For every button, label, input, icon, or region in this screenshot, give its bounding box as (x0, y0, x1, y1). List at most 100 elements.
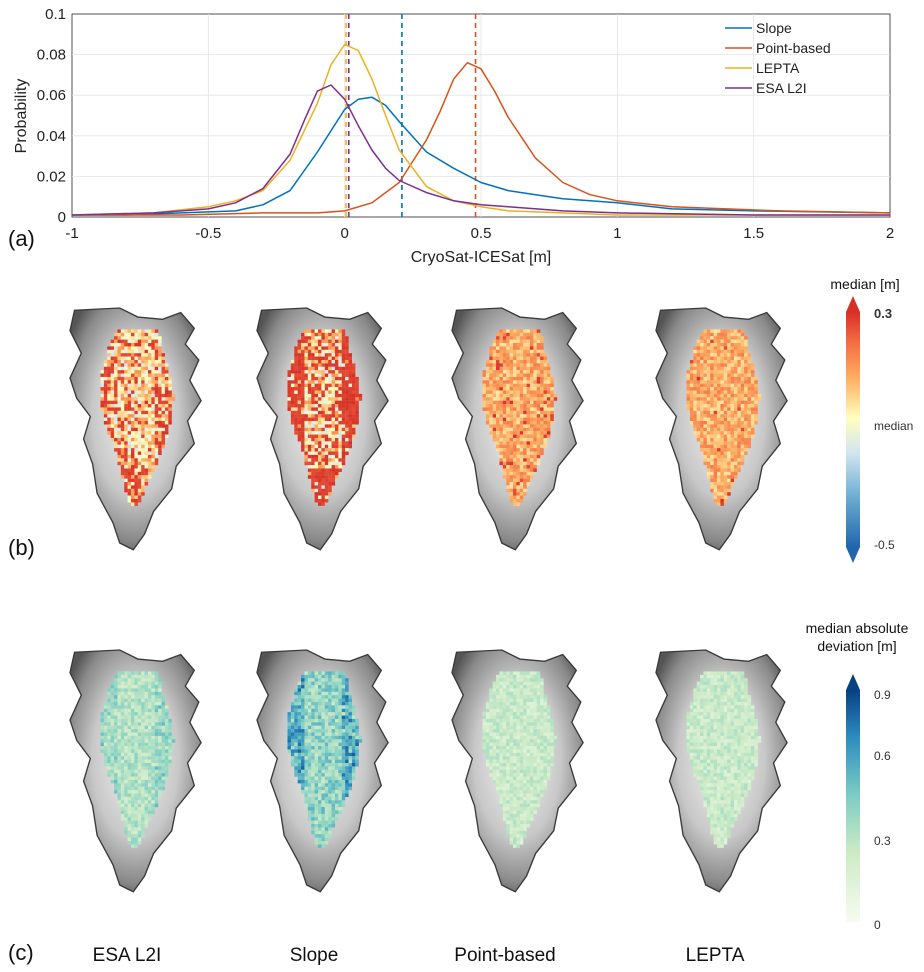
grid-cell (138, 797, 142, 801)
grid-cell (751, 411, 755, 415)
grid-cell (506, 418, 510, 422)
grid-cell (131, 404, 135, 408)
grid-cell (141, 465, 145, 469)
y-tick-label: 0.08 (37, 47, 66, 64)
grid-cell (506, 421, 510, 425)
grid-cell (342, 766, 346, 770)
grid-cell (503, 346, 507, 350)
grid-cell (304, 394, 308, 398)
grid-cell (321, 333, 325, 337)
grid-cell (693, 414, 697, 418)
grid-cell (114, 438, 118, 442)
grid-cell (338, 411, 342, 415)
grid-cell (155, 353, 159, 357)
grid-cell (520, 377, 524, 381)
grid-cell (104, 763, 108, 767)
grid-cell (301, 692, 305, 696)
grid-cell (308, 357, 312, 361)
grid-cell (342, 414, 346, 418)
grid-cell (117, 452, 121, 456)
grid-cell (318, 702, 322, 706)
grid-cell (328, 797, 332, 801)
grid-cell (544, 445, 548, 449)
grid-cell (134, 678, 138, 682)
grid-cell (138, 465, 142, 469)
grid-cell (131, 766, 135, 770)
grid-cell (703, 340, 707, 344)
grid-cell (335, 390, 339, 394)
grid-cell (338, 729, 342, 733)
grid-cell (138, 472, 142, 476)
grid-cell (318, 441, 322, 445)
grid-cell (345, 688, 349, 692)
grid-cell (687, 404, 691, 408)
grid-cell (714, 329, 718, 333)
x-tick-label: 2 (886, 225, 894, 242)
grid-cell (707, 404, 711, 408)
grid-cell (134, 783, 138, 787)
grid-cell (537, 421, 541, 425)
grid-cell (107, 380, 111, 384)
grid-cell (114, 766, 118, 770)
grid-cell (537, 370, 541, 374)
grid-cell (101, 374, 105, 378)
grid-cell (155, 404, 159, 408)
grid-cell (710, 465, 714, 469)
grid-cell (104, 712, 108, 716)
grid-cell (328, 807, 332, 811)
grid-cell (510, 363, 514, 367)
grid-cell (342, 353, 346, 357)
grid-cell (335, 458, 339, 462)
grid-cell (520, 374, 524, 378)
grid-cell (516, 468, 520, 472)
grid-cell (138, 380, 142, 384)
grid-cell (155, 729, 159, 733)
grid-cell (128, 411, 132, 415)
grid-cell (720, 455, 724, 459)
grid-cell (145, 777, 149, 781)
grid-cell (128, 838, 132, 842)
grid-cell (155, 336, 159, 340)
grid-cell (298, 438, 302, 442)
grid-cell (325, 726, 329, 730)
grid-cell (342, 787, 346, 791)
grid-cell (741, 441, 745, 445)
grid-cell (338, 722, 342, 726)
grid-cell (727, 428, 731, 432)
grid-cell (352, 756, 356, 760)
grid-cell (288, 732, 292, 736)
grid-cell (114, 394, 118, 398)
grid-cell (338, 743, 342, 747)
grid-cell (117, 387, 121, 391)
grid-cell (321, 834, 325, 838)
grid-cell (155, 343, 159, 347)
grid-cell (510, 407, 514, 411)
grid-cell (325, 465, 329, 469)
grid-cell (315, 773, 319, 777)
grid-cell (717, 343, 721, 347)
grid-cell (138, 810, 142, 814)
grid-cell (148, 732, 152, 736)
grid-cell (349, 390, 353, 394)
grid-cell (325, 827, 329, 831)
grid-cell (325, 719, 329, 723)
grid-cell (131, 370, 135, 374)
grid-cell (328, 367, 332, 371)
grid-cell (311, 746, 315, 750)
grid-cell (355, 387, 359, 391)
grid-cell (124, 773, 128, 777)
grid-cell (744, 367, 748, 371)
grid-cell (499, 462, 503, 466)
grid-cell (304, 377, 308, 381)
grid-cell (744, 401, 748, 405)
grid-cell (301, 777, 305, 781)
grid-cell (131, 468, 135, 472)
grid-cell (352, 763, 356, 767)
grid-cell (321, 357, 325, 361)
grid-cell (138, 682, 142, 686)
grid-cell (741, 411, 745, 415)
grid-cell (352, 726, 356, 730)
grid-cell (301, 712, 305, 716)
grid-cell (294, 421, 298, 425)
grid-cell (148, 390, 152, 394)
